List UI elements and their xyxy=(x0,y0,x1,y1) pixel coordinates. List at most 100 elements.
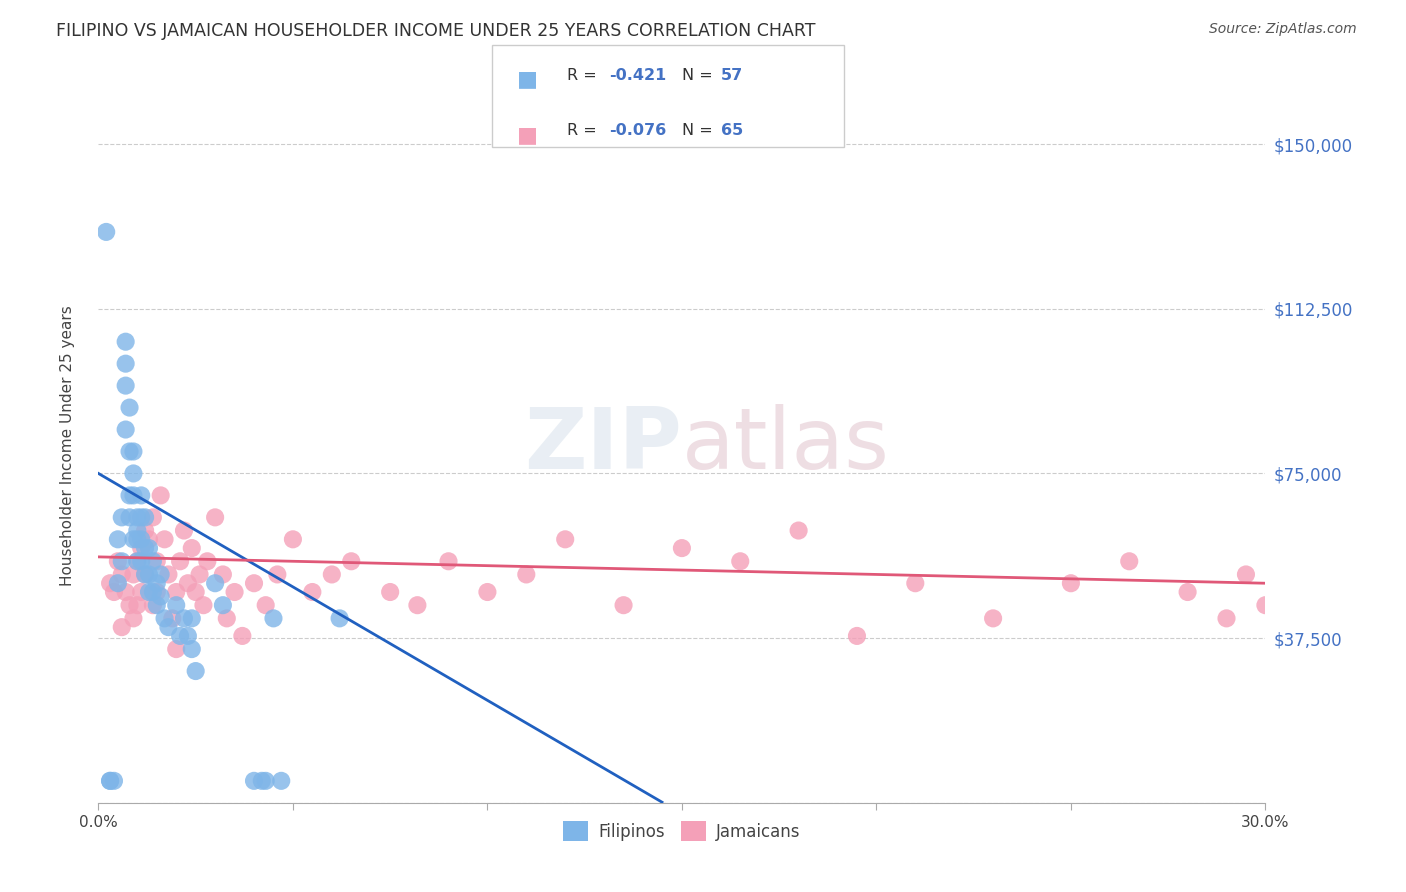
Point xyxy=(146,554,169,568)
Point xyxy=(1177,585,1199,599)
Point xyxy=(129,585,152,599)
Point xyxy=(1215,611,1237,625)
Point xyxy=(162,611,184,625)
Point xyxy=(981,611,1004,625)
Point xyxy=(157,567,180,582)
Point xyxy=(98,773,121,788)
Point xyxy=(122,488,145,502)
Text: R =: R = xyxy=(567,123,602,138)
Point xyxy=(613,598,636,612)
Point xyxy=(149,567,172,582)
Point xyxy=(243,576,266,591)
Point xyxy=(671,541,693,555)
Text: -0.421: -0.421 xyxy=(609,68,666,83)
Point xyxy=(188,567,211,582)
Point xyxy=(127,524,149,538)
Text: ZIP: ZIP xyxy=(524,404,682,488)
Text: FILIPINO VS JAMAICAN HOUSEHOLDER INCOME UNDER 25 YEARS CORRELATION CHART: FILIPINO VS JAMAICAN HOUSEHOLDER INCOME … xyxy=(56,22,815,40)
Point xyxy=(157,620,180,634)
Point xyxy=(122,444,145,458)
Point xyxy=(111,620,134,634)
Point xyxy=(98,576,121,591)
Point xyxy=(169,554,191,568)
Point xyxy=(1234,567,1257,582)
Point xyxy=(173,524,195,538)
Point xyxy=(730,554,752,568)
Point xyxy=(122,567,145,582)
Point xyxy=(142,554,165,568)
Point xyxy=(212,567,235,582)
Text: Source: ZipAtlas.com: Source: ZipAtlas.com xyxy=(1209,22,1357,37)
Point xyxy=(138,541,160,555)
Point xyxy=(149,488,172,502)
Point xyxy=(118,444,141,458)
Point xyxy=(129,488,152,502)
Point xyxy=(321,567,343,582)
Point xyxy=(180,611,202,625)
Point xyxy=(122,467,145,481)
Point xyxy=(122,611,145,625)
Point xyxy=(114,423,136,437)
Point xyxy=(329,611,352,625)
Point xyxy=(554,533,576,547)
Point xyxy=(177,629,200,643)
Point xyxy=(212,598,235,612)
Point xyxy=(266,567,288,582)
Point xyxy=(254,773,277,788)
Point xyxy=(142,585,165,599)
Point xyxy=(142,510,165,524)
Text: ■: ■ xyxy=(517,70,538,89)
Point xyxy=(340,554,363,568)
Text: atlas: atlas xyxy=(682,404,890,488)
Point xyxy=(165,585,187,599)
Point xyxy=(134,567,156,582)
Point xyxy=(184,664,207,678)
Point xyxy=(262,611,284,625)
Point xyxy=(177,576,200,591)
Point xyxy=(243,773,266,788)
Point xyxy=(1060,576,1083,591)
Point xyxy=(127,554,149,568)
Point xyxy=(114,585,136,599)
Point xyxy=(111,567,134,582)
Point xyxy=(118,401,141,415)
Point xyxy=(114,378,136,392)
Point xyxy=(787,524,810,538)
Point xyxy=(134,524,156,538)
Point xyxy=(204,510,226,524)
Point xyxy=(98,773,121,788)
Point xyxy=(846,629,869,643)
Point xyxy=(138,585,160,599)
Point xyxy=(215,611,238,625)
Point xyxy=(224,585,246,599)
Point xyxy=(250,773,273,788)
Point xyxy=(180,541,202,555)
Point xyxy=(437,554,460,568)
Point xyxy=(146,585,169,599)
Point xyxy=(103,585,125,599)
Point xyxy=(114,357,136,371)
Point xyxy=(107,533,129,547)
Point xyxy=(118,598,141,612)
Point xyxy=(127,510,149,524)
Point xyxy=(127,554,149,568)
Point xyxy=(165,598,187,612)
Point xyxy=(380,585,402,599)
Point xyxy=(138,533,160,547)
Point xyxy=(129,554,152,568)
Point xyxy=(146,576,169,591)
Point xyxy=(173,611,195,625)
Point xyxy=(127,533,149,547)
Point xyxy=(153,533,176,547)
Point xyxy=(204,576,226,591)
Y-axis label: Householder Income Under 25 years: Householder Income Under 25 years xyxy=(60,306,75,586)
Point xyxy=(184,585,207,599)
Point xyxy=(107,576,129,591)
Point xyxy=(129,541,152,555)
Text: N =: N = xyxy=(682,68,718,83)
Point xyxy=(231,629,253,643)
Point xyxy=(301,585,323,599)
Text: -0.076: -0.076 xyxy=(609,123,666,138)
Point xyxy=(134,541,156,555)
Point xyxy=(111,510,134,524)
